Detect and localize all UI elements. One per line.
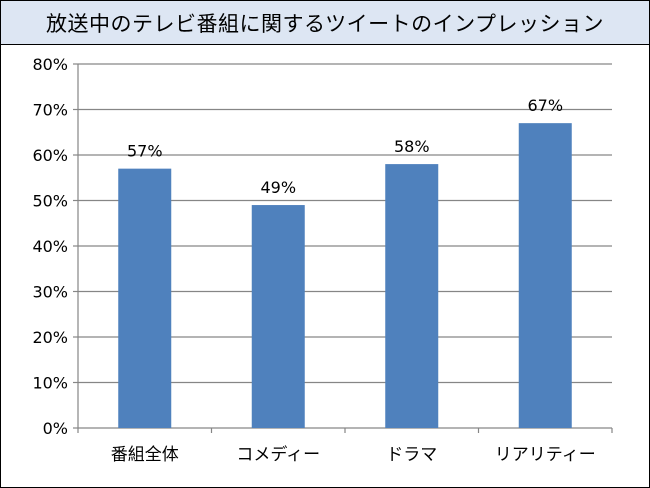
y-tick-label: 20% xyxy=(32,328,68,347)
bar xyxy=(385,164,439,428)
data-label: 49% xyxy=(260,178,296,197)
y-axis-tick-labels: 0% 10% 20% 30% 40% 50% 60% 70% 80% xyxy=(32,55,68,438)
data-label: 67% xyxy=(527,96,563,115)
title-bar: 放送中のテレビ番組に関するツイートのインプレッション xyxy=(1,1,649,45)
y-tick-label: 70% xyxy=(32,101,68,120)
category-label: ドラマ xyxy=(386,445,437,465)
y-tick-label: 80% xyxy=(32,55,68,74)
category-label: コメディー xyxy=(236,444,320,465)
bar xyxy=(251,205,305,428)
bar xyxy=(118,168,172,428)
y-tick-label: 60% xyxy=(32,146,68,165)
data-label: 58% xyxy=(394,137,430,156)
data-labels: 57% 49% 58% 67% xyxy=(127,96,563,197)
y-tick-label: 10% xyxy=(32,374,68,393)
category-labels: 番組全体 コメディー ドラマ リアリティー xyxy=(111,444,596,465)
y-tick-label: 0% xyxy=(43,419,68,438)
y-tick-label: 50% xyxy=(32,192,68,211)
category-label: 番組全体 xyxy=(111,445,179,465)
bars xyxy=(118,123,572,429)
category-label: リアリティー xyxy=(495,445,596,465)
y-tick-label: 40% xyxy=(32,237,68,256)
y-tick-label: 30% xyxy=(32,283,68,302)
chart-title: 放送中のテレビ番組に関するツイートのインプレッション xyxy=(46,11,604,36)
bar xyxy=(518,123,572,429)
data-label: 57% xyxy=(127,142,163,161)
